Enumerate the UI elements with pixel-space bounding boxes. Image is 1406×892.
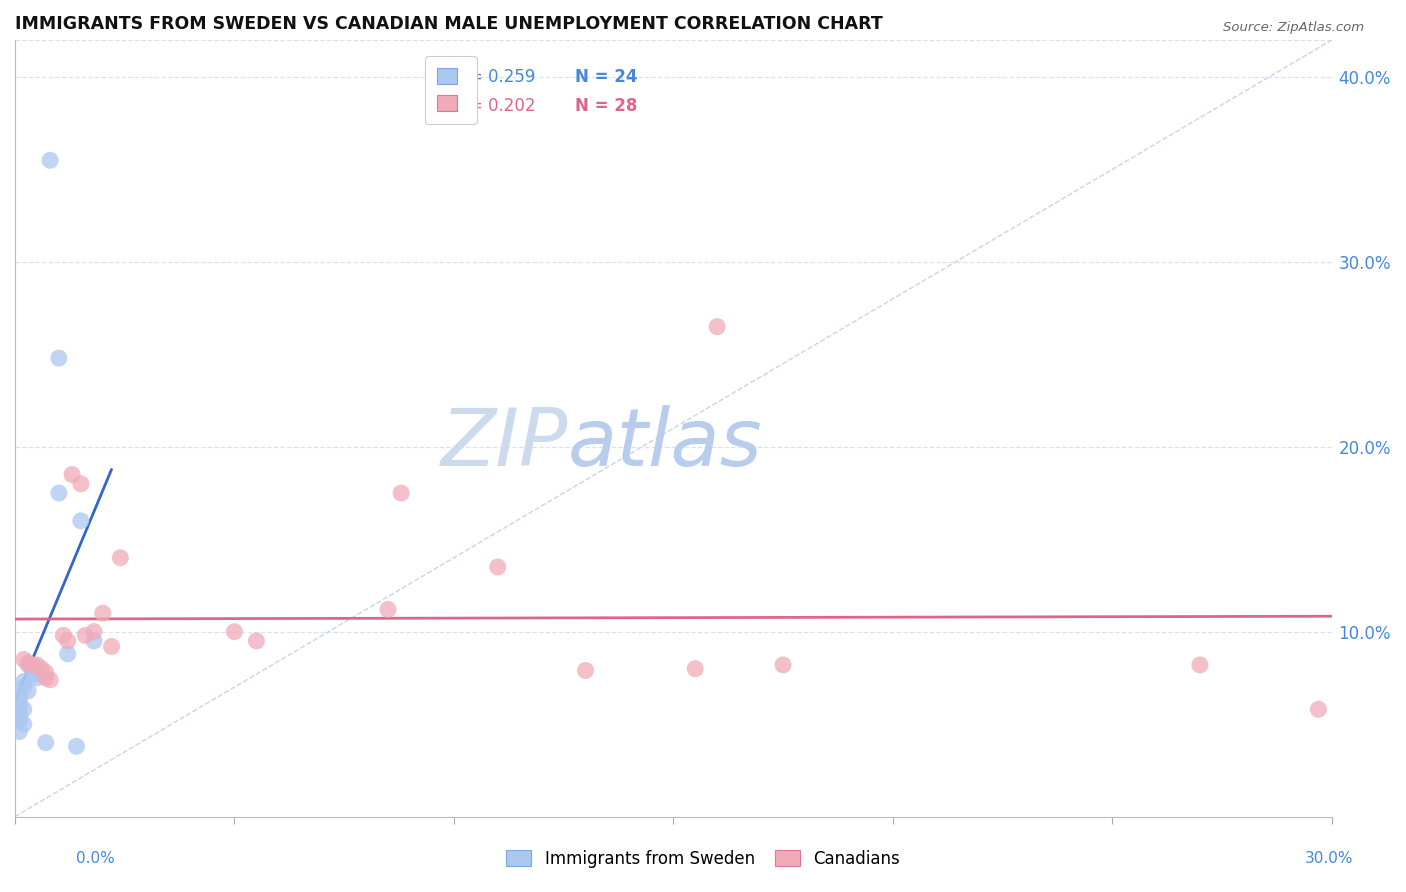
Point xyxy=(39,673,62,687)
Point xyxy=(35,665,58,680)
Point xyxy=(574,664,596,678)
Point xyxy=(75,628,97,642)
Point xyxy=(56,634,79,648)
Point xyxy=(21,657,44,672)
Point xyxy=(17,683,39,698)
Point xyxy=(39,153,62,168)
Point xyxy=(65,739,87,754)
Point xyxy=(1188,657,1211,672)
Point xyxy=(486,560,509,574)
Point xyxy=(8,714,31,728)
Point xyxy=(8,693,31,707)
Point xyxy=(48,351,70,365)
Point xyxy=(83,634,105,648)
Point xyxy=(21,662,44,676)
Point xyxy=(389,486,412,500)
Point xyxy=(13,680,35,694)
Point xyxy=(706,319,728,334)
Point xyxy=(1308,702,1330,716)
Point xyxy=(8,724,31,739)
Text: IMMIGRANTS FROM SWEDEN VS CANADIAN MALE UNEMPLOYMENT CORRELATION CHART: IMMIGRANTS FROM SWEDEN VS CANADIAN MALE … xyxy=(15,15,883,33)
Text: R = 0.259: R = 0.259 xyxy=(453,68,536,86)
Point xyxy=(25,671,48,685)
Point xyxy=(17,657,39,672)
Point xyxy=(13,652,35,666)
Point xyxy=(8,706,31,720)
Point xyxy=(13,674,35,689)
Text: N = 28: N = 28 xyxy=(575,97,637,115)
Text: R = 0.202: R = 0.202 xyxy=(453,97,536,115)
Point xyxy=(52,628,75,642)
Point xyxy=(56,647,79,661)
Point xyxy=(683,662,706,676)
Point xyxy=(48,486,70,500)
Point xyxy=(30,662,52,676)
Point xyxy=(8,690,31,704)
Point xyxy=(69,476,91,491)
Point xyxy=(91,606,114,620)
Text: atlas: atlas xyxy=(568,405,762,483)
Text: Source: ZipAtlas.com: Source: ZipAtlas.com xyxy=(1223,21,1364,34)
Point xyxy=(21,667,44,681)
Point xyxy=(110,550,132,565)
Text: 0.0%: 0.0% xyxy=(76,851,115,865)
Point xyxy=(17,656,39,670)
Point xyxy=(60,467,83,482)
Point xyxy=(224,624,246,639)
Point xyxy=(69,514,91,528)
Legend: , : , xyxy=(425,56,477,124)
Point xyxy=(35,736,58,750)
Point xyxy=(13,717,35,731)
Point xyxy=(377,602,399,616)
Point xyxy=(8,709,31,723)
Point xyxy=(25,657,48,672)
Text: 30.0%: 30.0% xyxy=(1305,851,1353,865)
Text: N = 24: N = 24 xyxy=(575,68,637,86)
Point xyxy=(35,671,58,685)
Text: ZIP: ZIP xyxy=(440,405,568,483)
Legend: Immigrants from Sweden, Canadians: Immigrants from Sweden, Canadians xyxy=(499,844,907,875)
Point xyxy=(8,698,31,713)
Point xyxy=(245,634,267,648)
Point xyxy=(100,640,122,654)
Point xyxy=(772,657,794,672)
Point xyxy=(83,624,105,639)
Point xyxy=(13,702,35,716)
